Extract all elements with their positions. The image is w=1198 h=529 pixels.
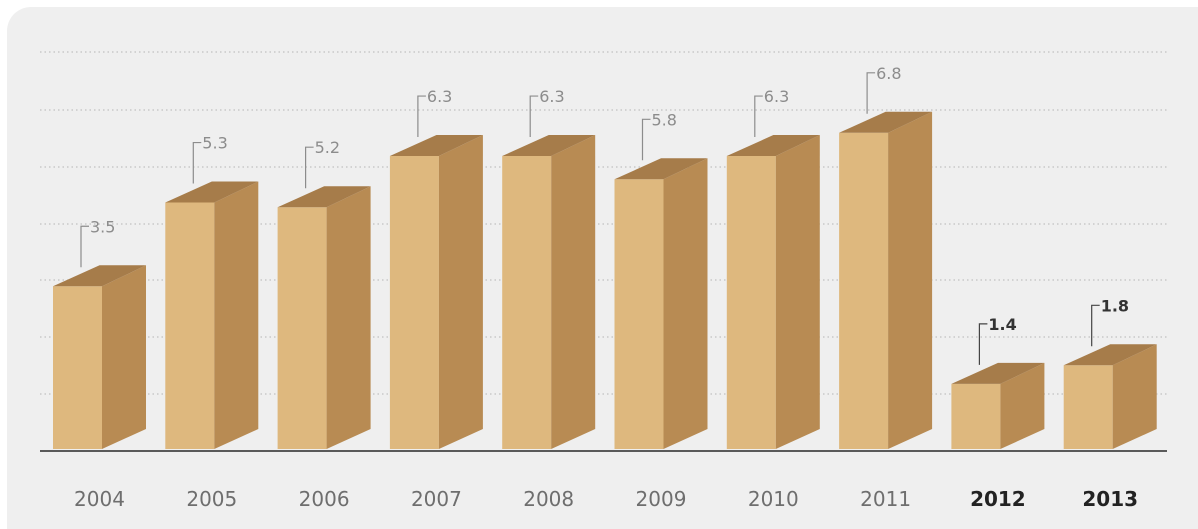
value-label-text: 1.8 xyxy=(1101,296,1129,315)
value-label-2005: 5.3 xyxy=(192,134,228,184)
label-leader-line xyxy=(978,323,988,365)
value-label-2007: 6.3 xyxy=(417,87,452,138)
label-leader-line xyxy=(866,72,876,114)
bar-top-face xyxy=(839,111,933,133)
value-label-2013: 1.8 xyxy=(1091,296,1129,347)
value-label-text: 6.3 xyxy=(764,87,789,106)
x-tick-label-2010: 2010 xyxy=(748,487,799,511)
value-label-2004: 3.5 xyxy=(80,217,115,268)
bar-side-face xyxy=(775,135,820,450)
x-tick-label-2009: 2009 xyxy=(636,487,687,511)
bar-front-face xyxy=(614,179,664,450)
label-leader-line xyxy=(641,118,651,161)
value-label-text: 5.3 xyxy=(202,134,227,153)
bar-side-face xyxy=(214,181,259,450)
bar-top-face xyxy=(1063,344,1157,366)
label-leader-line xyxy=(754,95,763,138)
bar-top-face xyxy=(53,265,146,287)
bar-chart: 3.55.3 5.26.3 6.35.86.36.81.41.8 2004 2005 2… xyxy=(40,51,1167,511)
bar-2013 xyxy=(1063,344,1157,449)
x-axis-tick-labels: 2004 2005 2006 2007 2008 2009 2010 2011 2012 2013 xyxy=(74,487,1138,511)
x-tick-label-2012: 2012 xyxy=(970,487,1026,511)
label-leader-line xyxy=(417,95,426,138)
bar-side-face xyxy=(1000,362,1045,449)
value-label-text: 6.3 xyxy=(539,87,564,106)
bar-top-face xyxy=(951,362,1045,384)
bar-front-face xyxy=(389,156,439,450)
x-tick-label-2013: 2013 xyxy=(1082,487,1138,511)
bar-side-face xyxy=(888,111,933,450)
x-tick-label-2005: 2005 xyxy=(186,487,237,511)
value-label-text: 1.4 xyxy=(988,315,1016,334)
bar-top-face xyxy=(726,135,820,157)
bar-front-face xyxy=(502,156,552,450)
bar-top-face xyxy=(165,181,259,203)
value-label-text: 6.8 xyxy=(876,64,901,83)
bar-2010 xyxy=(726,135,820,450)
x-tick-label-2006: 2006 xyxy=(299,487,350,511)
bar-front-face xyxy=(53,286,102,449)
value-label-2009: 5.8 xyxy=(641,110,677,161)
bar-front-face xyxy=(839,132,889,450)
label-leader-line xyxy=(529,95,539,138)
x-tick-label-2007: 2007 xyxy=(411,487,462,511)
bar-top-face xyxy=(614,158,708,180)
bar-front-face xyxy=(277,207,327,449)
bar-side-face xyxy=(326,186,371,449)
value-label-2010: 6.3 xyxy=(754,87,789,138)
bar-2011 xyxy=(839,111,933,450)
label-leader-line xyxy=(305,146,314,189)
bar-top-face xyxy=(502,135,596,157)
x-tick-label-2008: 2008 xyxy=(523,487,574,511)
chart-panel: 3.5 5.3 5.2 6.3 6.3 5.8 6.3 6.8 1.4 1.8 2004 2005 2… xyxy=(7,7,1198,529)
bar-2007 xyxy=(389,135,483,450)
bar-2005 xyxy=(165,181,259,450)
label-leader-line xyxy=(80,225,89,268)
bar-front-face xyxy=(726,156,776,450)
grid-lines xyxy=(40,51,1167,395)
bar-side-face xyxy=(438,135,483,450)
bar-2008 xyxy=(502,135,596,450)
bar-side-face xyxy=(551,135,596,450)
bar-series xyxy=(53,111,1157,450)
bar-side-face xyxy=(1112,344,1157,449)
bar-side-face xyxy=(102,265,146,449)
value-labels: 3.5 5.3 5.2 6.3 6.3 5.8 6.3 6.8 1.4 1.8 xyxy=(80,64,1129,365)
bar-2012 xyxy=(951,362,1045,449)
label-leader-line xyxy=(1091,304,1100,347)
value-label-2006: 5.2 xyxy=(305,138,340,189)
value-label-text: 5.2 xyxy=(315,138,340,157)
bar-2004 xyxy=(53,265,146,449)
bar-2006 xyxy=(277,186,371,449)
x-tick-label-2004: 2004 xyxy=(74,487,125,511)
value-label-text: 5.8 xyxy=(652,110,677,129)
bar-top-face xyxy=(389,135,483,157)
value-label-text: 3.5 xyxy=(90,217,115,236)
bar-front-face xyxy=(165,202,215,449)
bar-side-face xyxy=(663,158,708,450)
value-label-2008: 6.3 xyxy=(529,87,565,138)
x-tick-label-2011: 2011 xyxy=(860,487,911,511)
value-label-2011: 6.8 xyxy=(866,64,902,114)
value-label-text: 6.3 xyxy=(427,87,452,106)
bar-2009 xyxy=(614,158,708,450)
bar-front-face xyxy=(1063,365,1113,449)
value-label-2012: 1.4 xyxy=(978,315,1017,365)
bar-top-face xyxy=(277,186,371,208)
label-leader-line xyxy=(192,141,202,184)
bar-front-face xyxy=(951,383,1001,449)
